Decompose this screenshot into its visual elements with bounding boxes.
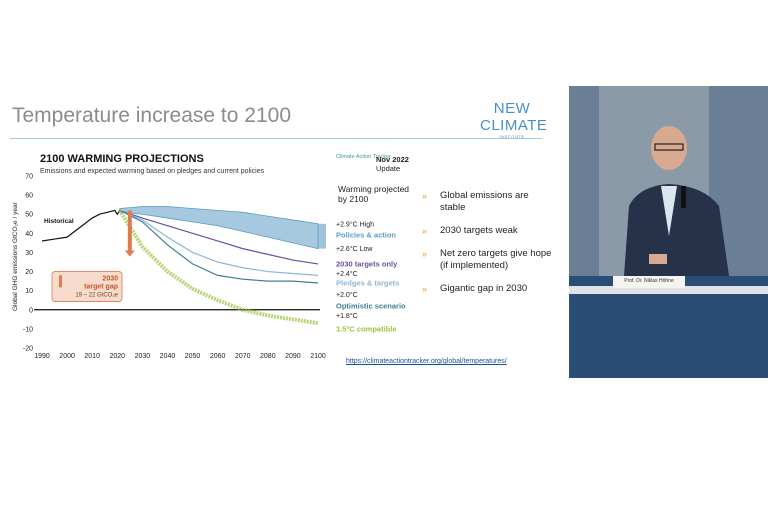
scenario-label: +2.9°C High — [336, 220, 374, 228]
y-tick-label: 70 — [25, 174, 33, 181]
desk — [569, 286, 768, 294]
update-date: Nov 2022 Update — [376, 155, 409, 173]
y-tick-label: -10 — [23, 326, 33, 333]
gap-text: target gap — [84, 284, 118, 291]
gap-arrow-icon — [124, 250, 135, 257]
slide-title: Temperature increase to 2100 — [12, 104, 291, 127]
scenario-label: +2.4°C — [336, 270, 358, 278]
warming-chart: 2100 WARMING PROJECTIONS Emissions and e… — [12, 153, 406, 360]
x-tick-label: 2010 — [84, 353, 100, 360]
series-line-historical — [41, 209, 121, 242]
scenario-label: Pledges & targets — [336, 279, 399, 288]
x-tick-label: 2050 — [185, 353, 201, 360]
y-tick-label: 30 — [25, 250, 33, 257]
historical-label: Historical — [44, 218, 74, 225]
y-tick-label: 60 — [25, 193, 33, 200]
gap-exclamation-icon — [59, 275, 62, 288]
scenario-label: +2.0°C — [336, 291, 358, 299]
y-tick-label: 0 — [29, 307, 33, 314]
bullet-marker-icon: » — [422, 191, 428, 201]
bullet-text: Gigantic gap in 2030 — [440, 283, 528, 294]
logo-text: NEW CLIMATE — [480, 100, 548, 134]
bullet-text: Global emissions are stable — [440, 190, 529, 213]
scenario-label: +2.6°C Low — [336, 245, 373, 253]
series-line-1-5-c-compatible — [118, 209, 319, 326]
y-tick-label: 50 — [25, 212, 33, 219]
warming-heading: Warming projected by 2100 — [338, 184, 410, 204]
y-axis-ticks: -20 -10 0 10 20 30 40 50 60 70 — [23, 174, 33, 353]
scenario-label: Optimistic scenario — [336, 301, 406, 310]
gap-text: 2030 — [102, 276, 118, 283]
x-tick-label: 2080 — [260, 353, 276, 360]
chart-subheading: Emissions and expected warming based on … — [40, 168, 265, 175]
slide: Temperature increase to 2100 NEW CLIMATE… — [0, 86, 565, 378]
scenario-label: +1.8°C — [336, 312, 358, 320]
y-tick-label: 40 — [25, 231, 33, 238]
bullet-item: » 2030 targets weak — [422, 225, 552, 237]
bullet-item: » Net zero targets give hope (if implemen… — [422, 248, 552, 272]
speaker-video: Prof. Dr. Niklas Höhne — [569, 86, 768, 378]
gap-text: 19 – 22 GtCO₂e — [75, 293, 118, 299]
x-tick-label: 2100 — [310, 353, 326, 360]
climate-action-tracker-logo: Climate Action Tracker — [336, 154, 392, 160]
bullet-item: » Gigantic gap in 2030 — [422, 283, 552, 295]
x-axis-ticks: 1990 2000 2010 2020 2030 2040 2050 2060 2070 2080… — [34, 353, 326, 360]
new-climate-logo: NEW CLIMATE INSTITUTE — [480, 100, 548, 139]
policies-range-bar — [318, 223, 326, 249]
x-tick-label: 2000 — [59, 353, 75, 360]
y-tick-label: 20 — [25, 269, 33, 276]
y-axis-label: Global GHG emissions GtCO₂e / year — [12, 201, 19, 311]
speaker-figure — [624, 126, 729, 276]
logo-subtext: INSTITUTE — [499, 134, 525, 139]
y-tick-label: -20 — [23, 346, 33, 353]
bullet-text: Net zero targets give hope (if implement… — [440, 248, 552, 271]
x-tick-label: 2060 — [210, 353, 226, 360]
scenario-labels: +2.9°C High Policies & action +2.6°C Low 20… — [318, 220, 406, 333]
x-tick-label: 2040 — [160, 353, 176, 360]
x-tick-label: 2030 — [135, 353, 151, 360]
gap-bar — [127, 210, 132, 251]
x-tick-label: 2070 — [235, 353, 251, 360]
chart-heading: 2100 WARMING PROJECTIONS — [40, 153, 204, 165]
gap-box — [51, 271, 123, 302]
title-divider — [10, 138, 542, 139]
bullet-list: » Global emissions are stable » 2030 targe… — [422, 190, 552, 306]
x-tick-label: 1990 — [34, 353, 50, 360]
bullet-marker-icon: » — [422, 284, 428, 294]
y-tick-label: 10 — [25, 288, 33, 295]
x-tick-label: 2020 — [109, 353, 125, 360]
speaker-nameplate: Prof. Dr. Niklas Höhne — [613, 276, 685, 288]
bullet-text: 2030 targets weak — [440, 225, 518, 236]
series-line-2030-targets-only — [119, 209, 319, 265]
scenario-label: Policies & action — [336, 231, 396, 240]
scenario-label: 2030 targets only — [336, 259, 398, 268]
bullet-marker-icon: » — [422, 226, 428, 236]
bullet-item: » Global emissions are stable — [422, 190, 552, 214]
scenario-label: 1.5°C compatible — [336, 324, 397, 333]
speaker-name: Prof. Dr. Niklas Höhne — [624, 278, 674, 284]
series-line-pledges-targets — [119, 209, 319, 276]
bullet-marker-icon: » — [422, 249, 428, 259]
plot-area: Historical — [41, 206, 319, 326]
x-tick-label: 2090 — [285, 353, 301, 360]
series-line-optimistic-scenario — [119, 209, 319, 284]
update-date-text: Nov 2022 — [376, 155, 409, 164]
update-label: Update — [376, 164, 401, 173]
source-link[interactable]: https://climateactiontracker.org/global/… — [346, 358, 507, 365]
